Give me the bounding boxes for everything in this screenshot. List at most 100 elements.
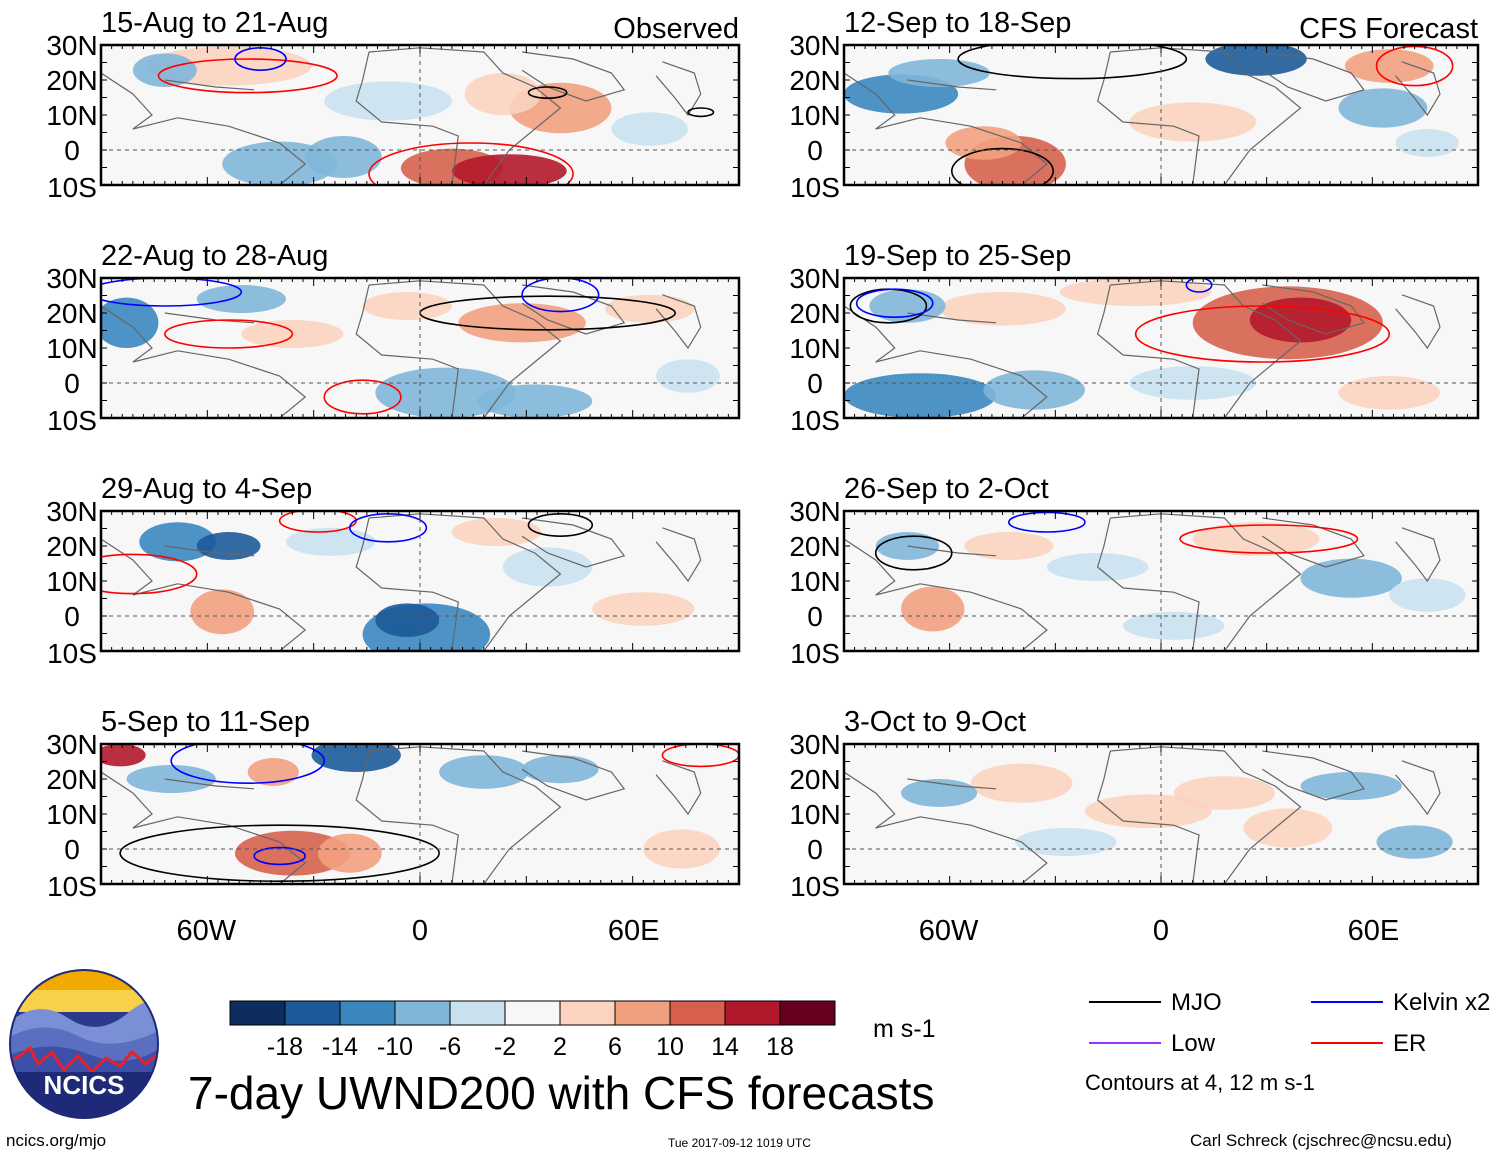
wave-contour bbox=[1134, 305, 1391, 363]
lat-tick-label: 0 bbox=[807, 368, 823, 399]
lat-tick-label: 30N bbox=[789, 496, 840, 527]
coastline bbox=[1262, 284, 1365, 335]
coastline bbox=[101, 72, 153, 130]
coastline bbox=[1096, 284, 1200, 418]
colorbar-swatch bbox=[669, 1000, 726, 1026]
legend-low-label: Low bbox=[1171, 1030, 1216, 1057]
lat-tick-label: 30N bbox=[46, 729, 97, 760]
lat-tick-label: 30N bbox=[46, 30, 97, 61]
coastline bbox=[1395, 294, 1441, 350]
wind-anomaly-shading bbox=[939, 292, 1066, 326]
lon-tick-label: 60W bbox=[919, 915, 979, 947]
lon-tick-label: 60E bbox=[608, 915, 660, 947]
colorbar-swatch bbox=[394, 1000, 451, 1026]
wind-anomaly-shading bbox=[317, 833, 382, 873]
lon-tick-label: 0 bbox=[412, 915, 428, 947]
wind-anomaly-shading bbox=[901, 586, 965, 632]
coastline bbox=[1395, 760, 1441, 816]
lat-tick-label: 20N bbox=[789, 764, 840, 795]
lat-tick-label: 30N bbox=[789, 30, 840, 61]
lat-tick-label: 20N bbox=[789, 65, 840, 96]
wave-contour bbox=[119, 824, 440, 883]
wind-anomaly-shading bbox=[643, 829, 720, 869]
colorbar-units: m s-1 bbox=[873, 1015, 936, 1043]
lat-tick-label: 0 bbox=[807, 834, 823, 865]
wind-anomaly-shading bbox=[1173, 776, 1276, 810]
lat-tick-label: 20N bbox=[46, 764, 97, 795]
coastline bbox=[655, 527, 702, 583]
coastline bbox=[1110, 280, 1302, 418]
panel-source-header: CFS Forecast bbox=[1299, 13, 1478, 45]
wind-anomaly-shading bbox=[101, 744, 146, 767]
colorbar-swatch bbox=[559, 1000, 616, 1026]
wind-anomaly-shading bbox=[1300, 772, 1402, 800]
wave-contour bbox=[157, 58, 338, 94]
colorbar-tick-label: -14 bbox=[322, 1033, 358, 1061]
wind-anomaly-shading bbox=[190, 589, 255, 635]
lat-tick-label: 20N bbox=[789, 298, 840, 329]
wind-anomaly-shading bbox=[1059, 278, 1212, 306]
legend-kelvin-line bbox=[1311, 1001, 1383, 1003]
coastline bbox=[655, 760, 702, 816]
coastline bbox=[355, 750, 459, 884]
wind-anomaly-shading bbox=[1015, 828, 1117, 856]
wind-anomaly-shading bbox=[983, 370, 1085, 410]
lat-tick-label: 0 bbox=[807, 135, 823, 166]
coastline bbox=[844, 538, 896, 596]
wave-contour bbox=[1179, 524, 1359, 554]
wind-anomaly-shading bbox=[888, 59, 990, 87]
wind-anomaly-shading bbox=[196, 285, 287, 313]
lat-tick-label: 20N bbox=[46, 298, 97, 329]
lat-tick-label: 10S bbox=[47, 871, 97, 902]
lat-tick-label: 10N bbox=[46, 333, 97, 364]
coastline bbox=[132, 117, 307, 185]
wind-anomaly-shading bbox=[139, 522, 216, 562]
colorbar-swatch bbox=[229, 1000, 286, 1026]
coastline bbox=[1395, 61, 1441, 117]
coastline bbox=[844, 72, 896, 130]
lat-tick-label: 10N bbox=[789, 799, 840, 830]
coastline bbox=[132, 350, 307, 418]
contour-note: Contours at 4, 12 m s-1 bbox=[1085, 1070, 1315, 1095]
lat-tick-label: 10N bbox=[789, 100, 840, 131]
wind-anomaly-shading bbox=[1243, 808, 1333, 848]
wind-anomaly-shading bbox=[1205, 45, 1307, 76]
wind-anomaly-shading bbox=[611, 112, 688, 146]
wind-anomaly-shading bbox=[362, 292, 452, 320]
coastline bbox=[1096, 750, 1200, 884]
panel-date-label: 26-Sep to 2-Oct bbox=[844, 473, 1049, 505]
coastline bbox=[101, 771, 153, 829]
wind-anomaly-shading bbox=[592, 592, 695, 626]
legend-mjo-label: MJO bbox=[1171, 989, 1222, 1016]
wave-contour bbox=[1008, 511, 1086, 533]
wind-anomaly-shading bbox=[1084, 794, 1212, 828]
colorbar-tick-label: 18 bbox=[766, 1033, 794, 1061]
coastline bbox=[875, 117, 1048, 185]
lat-tick-label: 30N bbox=[46, 496, 97, 527]
lat-tick-label: 0 bbox=[64, 834, 80, 865]
lon-tick-label: 60E bbox=[1348, 915, 1400, 947]
wind-anomaly-shading bbox=[464, 73, 542, 115]
coastline bbox=[907, 79, 997, 91]
coastline bbox=[101, 305, 153, 363]
lat-tick-label: 10N bbox=[46, 566, 97, 597]
wind-anomaly-shading bbox=[375, 603, 440, 637]
lat-tick-label: 10N bbox=[46, 799, 97, 830]
wind-anomaly-shading bbox=[1338, 88, 1428, 128]
wind-anomaly-shading bbox=[1300, 558, 1402, 598]
wind-anomaly-shading bbox=[1344, 49, 1434, 83]
coastline bbox=[164, 545, 255, 557]
colorbar-swatch bbox=[339, 1000, 396, 1026]
coastline bbox=[1096, 51, 1200, 185]
colorbar-tick-label: 2 bbox=[553, 1033, 567, 1061]
colorbar-tick-label: -2 bbox=[494, 1033, 516, 1061]
lat-tick-label: 10N bbox=[789, 566, 840, 597]
coastline bbox=[875, 816, 1048, 884]
legend-kelvin-label: Kelvin x2 bbox=[1393, 989, 1491, 1016]
wave-contour bbox=[101, 553, 198, 595]
wind-anomaly-shading bbox=[869, 289, 946, 323]
colorbar-tick-label: -6 bbox=[439, 1033, 461, 1061]
coastline bbox=[655, 294, 702, 350]
lon-tick-label: 60W bbox=[176, 915, 236, 947]
